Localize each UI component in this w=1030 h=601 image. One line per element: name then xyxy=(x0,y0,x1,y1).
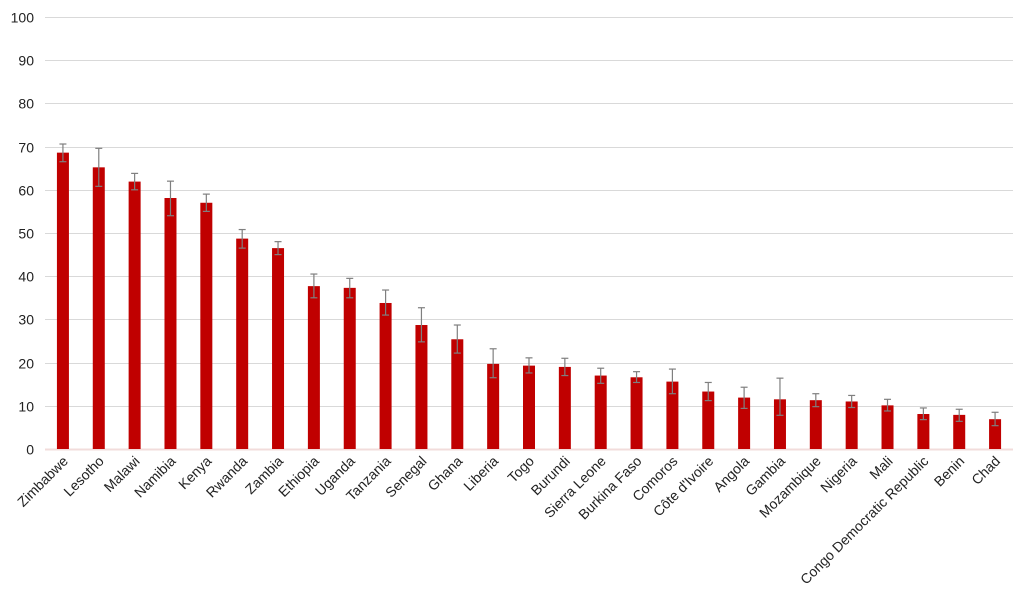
bar xyxy=(487,363,500,449)
y-axis-tick-labels: 0 10 20 30 40 50 60 70 80 90 100 xyxy=(11,10,35,458)
bar xyxy=(666,381,679,449)
bar xyxy=(738,397,751,449)
error-bar xyxy=(919,407,927,421)
x-tick-label: Mali xyxy=(866,453,895,482)
bar xyxy=(630,377,643,449)
bar xyxy=(809,400,822,449)
bar xyxy=(773,399,786,449)
x-tick-label: Benin xyxy=(931,453,968,490)
bar xyxy=(415,325,428,449)
error-bar xyxy=(489,348,497,379)
error-bar xyxy=(346,277,354,299)
error-bar xyxy=(848,394,856,409)
bar xyxy=(92,167,105,449)
error-bar xyxy=(633,371,641,384)
error-bar xyxy=(884,398,892,412)
bar xyxy=(917,414,930,449)
bar xyxy=(953,414,966,449)
error-bar xyxy=(776,377,784,416)
bar xyxy=(451,339,464,449)
bar xyxy=(881,405,894,449)
bar xyxy=(236,238,249,449)
bar xyxy=(307,286,320,449)
x-tick-label: Nigeria xyxy=(817,453,860,496)
y-tick-label: 50 xyxy=(18,226,34,242)
bar xyxy=(989,419,1002,449)
y-tick-label: 60 xyxy=(18,183,34,199)
x-tick-label: Ghana xyxy=(424,453,465,494)
error-bars xyxy=(59,143,999,427)
y-tick-label: 100 xyxy=(11,10,35,26)
x-tick-label: Ethiopia xyxy=(275,453,322,500)
error-bar xyxy=(166,180,174,217)
y-tick-label: 70 xyxy=(18,140,34,156)
bar xyxy=(558,366,571,449)
error-bar xyxy=(991,411,999,427)
error-bar xyxy=(812,393,820,408)
y-tick-label: 30 xyxy=(18,312,34,328)
error-bar xyxy=(202,193,210,212)
bar xyxy=(379,302,392,449)
x-tick-label: Chad xyxy=(968,453,1003,488)
error-bar xyxy=(453,324,461,354)
x-tick-label: Lesotho xyxy=(60,453,107,500)
error-bar xyxy=(382,289,390,316)
x-tick-label: Congo Democratic Republic xyxy=(797,453,932,588)
error-bar xyxy=(274,241,282,256)
x-tick-label: Liberia xyxy=(460,453,501,494)
error-bar xyxy=(310,273,318,299)
error-bar xyxy=(704,381,712,402)
error-bar xyxy=(238,228,246,249)
bar xyxy=(594,375,607,449)
error-bar xyxy=(59,143,67,163)
x-tick-label: Zimbabwe xyxy=(14,453,71,510)
x-tick-label: Togo xyxy=(504,453,537,486)
bar xyxy=(272,248,285,449)
error-bar xyxy=(417,307,425,343)
error-bar xyxy=(955,408,963,422)
error-bar xyxy=(740,386,748,409)
error-bar xyxy=(561,357,569,377)
x-axis-category-labels: ZimbabweLesothoMalawiNamibiaKenyaRwandaZ… xyxy=(14,453,1003,588)
y-tick-label: 20 xyxy=(18,356,34,372)
error-bar xyxy=(597,367,605,384)
error-bar xyxy=(525,357,533,374)
y-tick-label: 40 xyxy=(18,269,34,285)
bar xyxy=(200,202,213,449)
bar xyxy=(702,391,715,449)
error-bar xyxy=(131,172,139,191)
bar xyxy=(343,287,356,449)
y-tick-label: 10 xyxy=(18,399,34,415)
bar xyxy=(56,152,69,449)
bars xyxy=(56,152,1002,450)
y-tick-label: 80 xyxy=(18,96,34,112)
bar xyxy=(128,181,141,450)
y-tick-label: 90 xyxy=(18,53,34,69)
y-tick-label: 0 xyxy=(26,442,34,458)
bar xyxy=(845,401,858,449)
error-bar xyxy=(668,368,676,395)
bar xyxy=(523,365,535,449)
error-bar xyxy=(95,147,103,187)
bar xyxy=(164,198,177,449)
